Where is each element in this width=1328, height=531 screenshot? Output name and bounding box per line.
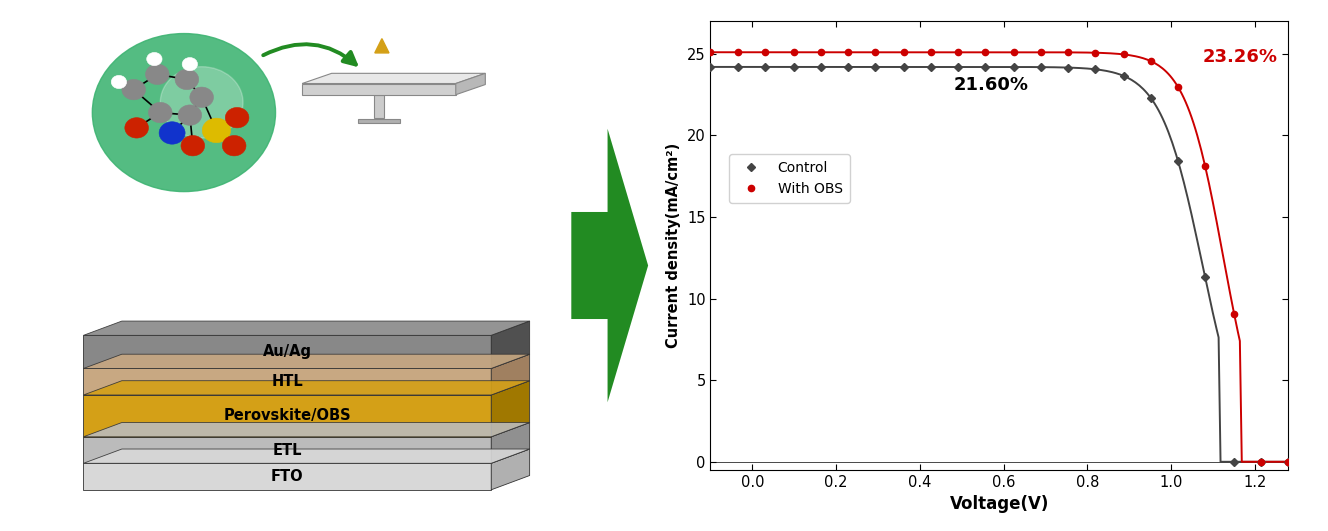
Polygon shape: [84, 463, 491, 490]
Control: [923, 64, 939, 70]
With OBS: [1005, 49, 1021, 55]
Legend: Control, With OBS: Control, With OBS: [729, 154, 850, 203]
Control: [950, 64, 965, 70]
Polygon shape: [84, 423, 530, 437]
Polygon shape: [491, 354, 530, 395]
Polygon shape: [359, 119, 400, 123]
Line: Control: Control: [708, 64, 1291, 465]
Control: [1005, 64, 1021, 70]
Polygon shape: [491, 321, 530, 369]
Line: With OBS: With OBS: [708, 49, 1291, 465]
With OBS: [895, 49, 911, 55]
Text: 21.60%: 21.60%: [954, 76, 1028, 94]
Control: [867, 64, 883, 70]
Circle shape: [190, 87, 214, 107]
Polygon shape: [84, 449, 530, 463]
Circle shape: [112, 75, 126, 89]
Control: [757, 64, 773, 70]
Polygon shape: [84, 336, 491, 369]
Control: [1280, 459, 1296, 465]
Circle shape: [202, 118, 231, 143]
With OBS: [1170, 84, 1186, 90]
FancyBboxPatch shape: [603, 1, 1328, 530]
Control: [1143, 95, 1159, 101]
Circle shape: [122, 80, 146, 100]
Circle shape: [181, 135, 205, 156]
Circle shape: [125, 118, 149, 138]
Circle shape: [175, 69, 199, 90]
Circle shape: [222, 135, 246, 156]
Control: [786, 64, 802, 70]
Polygon shape: [491, 381, 530, 437]
Polygon shape: [84, 321, 530, 336]
With OBS: [729, 49, 745, 55]
Y-axis label: Current density(mA/cm²): Current density(mA/cm²): [667, 143, 681, 348]
Polygon shape: [303, 73, 485, 83]
FancyBboxPatch shape: [0, 1, 610, 530]
Polygon shape: [456, 73, 485, 95]
Text: Au/Ag: Au/Ag: [263, 345, 312, 359]
Circle shape: [161, 67, 243, 138]
Text: HTL: HTL: [271, 374, 303, 389]
Circle shape: [146, 64, 169, 84]
With OBS: [1060, 49, 1076, 56]
Circle shape: [146, 53, 162, 66]
Control: [977, 64, 993, 70]
Circle shape: [149, 102, 173, 123]
With OBS: [1226, 310, 1242, 316]
Polygon shape: [303, 83, 456, 95]
Bar: [374, 95, 384, 118]
With OBS: [1116, 52, 1131, 58]
With OBS: [950, 49, 965, 55]
Circle shape: [182, 57, 198, 71]
Control: [1116, 73, 1131, 79]
With OBS: [1143, 58, 1159, 64]
Control: [813, 64, 829, 70]
With OBS: [1254, 459, 1270, 465]
With OBS: [757, 49, 773, 55]
Text: ETL: ETL: [272, 442, 301, 458]
Control: [1197, 274, 1212, 280]
Control: [1060, 64, 1076, 71]
FancyArrowPatch shape: [263, 44, 356, 65]
Polygon shape: [84, 369, 491, 395]
Text: 23.26%: 23.26%: [1202, 48, 1278, 66]
With OBS: [867, 49, 883, 55]
With OBS: [1088, 49, 1104, 56]
Polygon shape: [84, 354, 530, 369]
Text: FTO: FTO: [271, 469, 304, 484]
With OBS: [1197, 163, 1212, 169]
With OBS: [1280, 459, 1296, 465]
Polygon shape: [84, 381, 530, 395]
Control: [703, 64, 718, 70]
Control: [1088, 66, 1104, 72]
Circle shape: [93, 33, 275, 192]
Polygon shape: [491, 449, 530, 490]
X-axis label: Voltage(V): Voltage(V): [950, 495, 1049, 513]
With OBS: [977, 49, 993, 55]
Control: [895, 64, 911, 70]
Text: Perovskite/OBS: Perovskite/OBS: [223, 408, 351, 423]
Control: [729, 64, 745, 70]
With OBS: [923, 49, 939, 55]
Polygon shape: [84, 437, 491, 463]
Control: [839, 64, 855, 70]
Circle shape: [178, 105, 202, 125]
Polygon shape: [84, 395, 491, 437]
Circle shape: [159, 122, 185, 144]
Control: [1226, 459, 1242, 465]
Control: [1254, 459, 1270, 465]
Polygon shape: [571, 129, 648, 402]
With OBS: [813, 49, 829, 55]
Circle shape: [226, 107, 248, 128]
With OBS: [1033, 49, 1049, 55]
With OBS: [786, 49, 802, 55]
Polygon shape: [491, 423, 530, 463]
Control: [1170, 158, 1186, 164]
With OBS: [839, 49, 855, 55]
Polygon shape: [374, 39, 389, 53]
Control: [1033, 64, 1049, 70]
With OBS: [703, 49, 718, 55]
